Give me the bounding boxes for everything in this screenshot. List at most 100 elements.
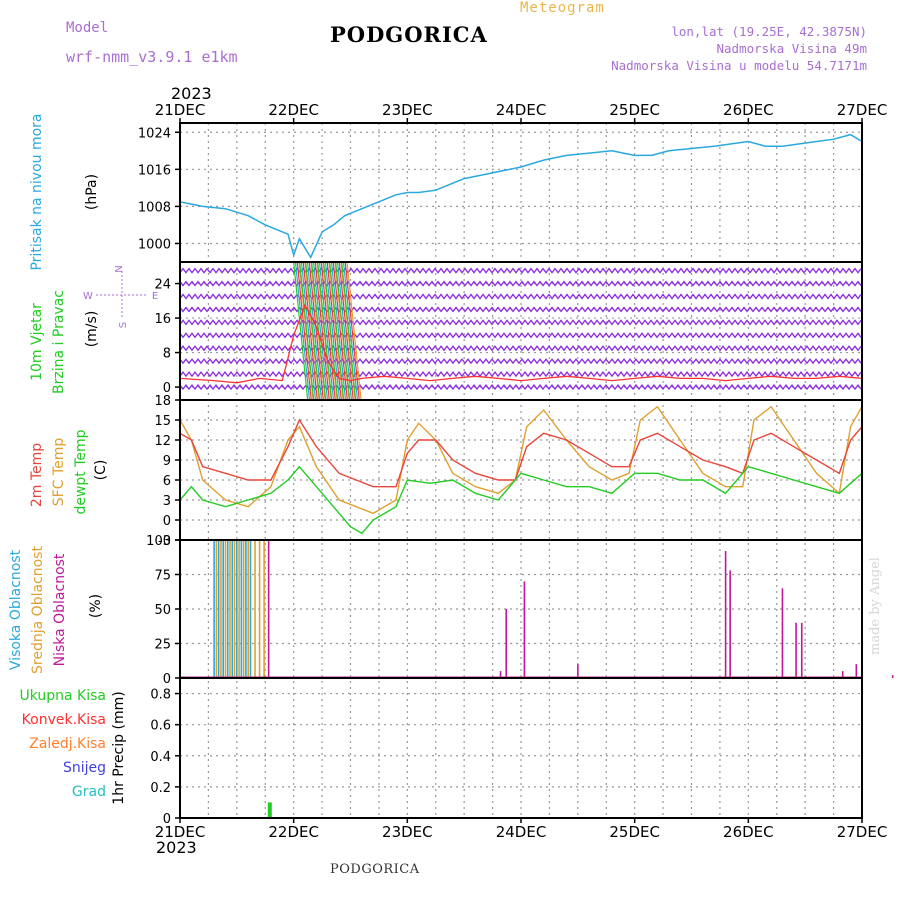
- wind-title: 10m Vjetar: [29, 303, 45, 381]
- precip-ytick-label: 0.6: [150, 719, 171, 734]
- wind-storm-barb: [294, 262, 311, 400]
- temperature-ytick-label: 18: [154, 394, 171, 409]
- wind-barb-row: [180, 371, 862, 378]
- wind-storm-barb: [324, 262, 341, 400]
- compass-n: N: [114, 265, 125, 272]
- dewpt-label: dewpt Temp: [73, 429, 89, 514]
- compass-e: E: [152, 291, 158, 302]
- x-tick-label-top: 26DEC: [723, 101, 774, 119]
- cloud-low-label: Niska Oblacnost: [52, 553, 68, 666]
- city-title: PODGORICA: [330, 22, 488, 47]
- wind-storm-barb: [300, 262, 317, 400]
- clouds-ytick-label: 75: [154, 569, 171, 584]
- wind-storm-barb: [335, 262, 351, 400]
- compass-w: W: [83, 291, 93, 302]
- wind-unit: (m/s): [84, 311, 100, 348]
- cloud-high-label: Visoka Oblacnost: [8, 549, 24, 670]
- temperature-unit: (C): [93, 460, 109, 481]
- precip-ytick-label: 0: [163, 812, 171, 827]
- wind-barb-row: [180, 332, 862, 339]
- wind-storm-barb: [311, 262, 327, 400]
- wind-storm-barb: [318, 262, 335, 400]
- compass-s: S: [118, 322, 129, 328]
- x-tick-label-top: 24DEC: [496, 101, 547, 119]
- wind-storm-barb: [302, 262, 318, 400]
- precip-legend-item: Snijeg: [63, 760, 106, 776]
- precip-ytick-label: 0.2: [150, 781, 171, 796]
- wind-storm-barb: [312, 262, 329, 400]
- wind-storm-barb: [296, 262, 312, 400]
- model-label: Model: [66, 20, 109, 36]
- wind-storm-barb: [308, 262, 324, 400]
- x-tick-label-top: 23DEC: [382, 101, 433, 119]
- clouds-ytick-label: 50: [154, 603, 171, 618]
- pressure-unit: (hPa): [84, 174, 100, 210]
- station-elevation: Nadmorska Visina 49m: [716, 41, 867, 56]
- x-tick-label-bottom: 26DEC: [723, 823, 774, 841]
- dewpt-line: [179, 465, 863, 535]
- wind-ytick-label: 24: [154, 278, 171, 293]
- wind-storm-barb: [330, 262, 347, 400]
- pressure-ytick-label: 1000: [138, 237, 171, 252]
- location-coordinates: lon,lat (19.25E, 42.3875N): [671, 24, 867, 39]
- wind-barb-row: [180, 293, 862, 300]
- wind-barb-row: [180, 280, 862, 287]
- wind-storm-barb: [344, 262, 360, 400]
- wind-barb-row: [180, 358, 862, 365]
- precip-legend-item: Ukupna Kisa: [19, 688, 106, 704]
- footer-city: PODGORICA: [330, 862, 420, 877]
- model-elevation: Nadmorska Visina u modelu 54.7171m: [611, 58, 867, 73]
- temperature-ytick-label: -3: [158, 534, 171, 549]
- cloud-unit: (%): [88, 594, 104, 618]
- wind-storm-barb: [317, 262, 333, 400]
- precip-bar: [267, 802, 272, 818]
- sfc-temp-label: SFC Temp: [51, 438, 67, 507]
- precip-unit: 1hr Precip (mm): [111, 691, 127, 804]
- temp2m-label: 2m Temp: [29, 443, 45, 507]
- wind-barb-row: [180, 383, 862, 391]
- wind-storm-barb: [332, 262, 348, 400]
- wind-storm-barb: [346, 262, 362, 400]
- wind-storm-barb: [293, 262, 309, 400]
- year-label-bottom: 2023: [156, 838, 197, 857]
- year-label-top: 2023: [171, 84, 212, 103]
- pressure-panel: [180, 123, 862, 262]
- meteogram-title: Meteogram: [520, 0, 605, 16]
- wind-storm-barb: [306, 262, 323, 400]
- precip-legend-item: Konvek.Kisa: [22, 712, 106, 728]
- cloud-mid-label: Srednja Oblacnost: [30, 546, 46, 674]
- clouds-ytick-label: 100: [146, 534, 171, 549]
- clouds-ytick-label: 0: [163, 672, 171, 687]
- pressure-ytick-label: 1008: [138, 200, 171, 215]
- wind-barb-row: [180, 306, 862, 313]
- wind-storm-barb: [305, 262, 321, 400]
- precip-legend-item: Grad: [72, 784, 106, 800]
- x-tick-label-bottom: 21DEC: [155, 823, 206, 841]
- wind-storm-barb: [338, 262, 354, 400]
- pressure-line: [179, 133, 863, 260]
- wind-storm-barb: [329, 262, 345, 400]
- temperature-ytick-label: 3: [163, 494, 171, 509]
- wind-storm-barb: [341, 262, 357, 400]
- wind-storm-barb: [342, 262, 359, 400]
- temperature-ytick-label: 9: [163, 454, 171, 469]
- precip-legend-item: Zaledj.Kisa: [29, 736, 106, 752]
- x-tick-label-top: 22DEC: [268, 101, 319, 119]
- wind-ytick-label: 16: [154, 312, 171, 327]
- pressure-ytick-label: 1024: [138, 126, 171, 141]
- x-tick-label-top: 25DEC: [609, 101, 660, 119]
- wind-subtitle: Brzina i Pravac: [51, 290, 67, 394]
- wind-storm-barb: [299, 262, 315, 400]
- x-tick-label-bottom: 27DEC: [837, 823, 888, 841]
- pressure-ytick-label: 1016: [138, 163, 171, 178]
- x-tick-label-bottom: 24DEC: [496, 823, 547, 841]
- wind-ytick-label: 0: [163, 381, 171, 396]
- wind-storm-barb: [336, 262, 353, 400]
- wind-barb-row: [180, 345, 862, 352]
- precip-ytick-label: 0.8: [150, 688, 171, 703]
- x-tick-label-bottom: 22DEC: [268, 823, 319, 841]
- temperature-ytick-label: 12: [154, 434, 171, 449]
- temperature-ytick-label: 15: [154, 414, 171, 429]
- wind-storm-barb: [320, 262, 336, 400]
